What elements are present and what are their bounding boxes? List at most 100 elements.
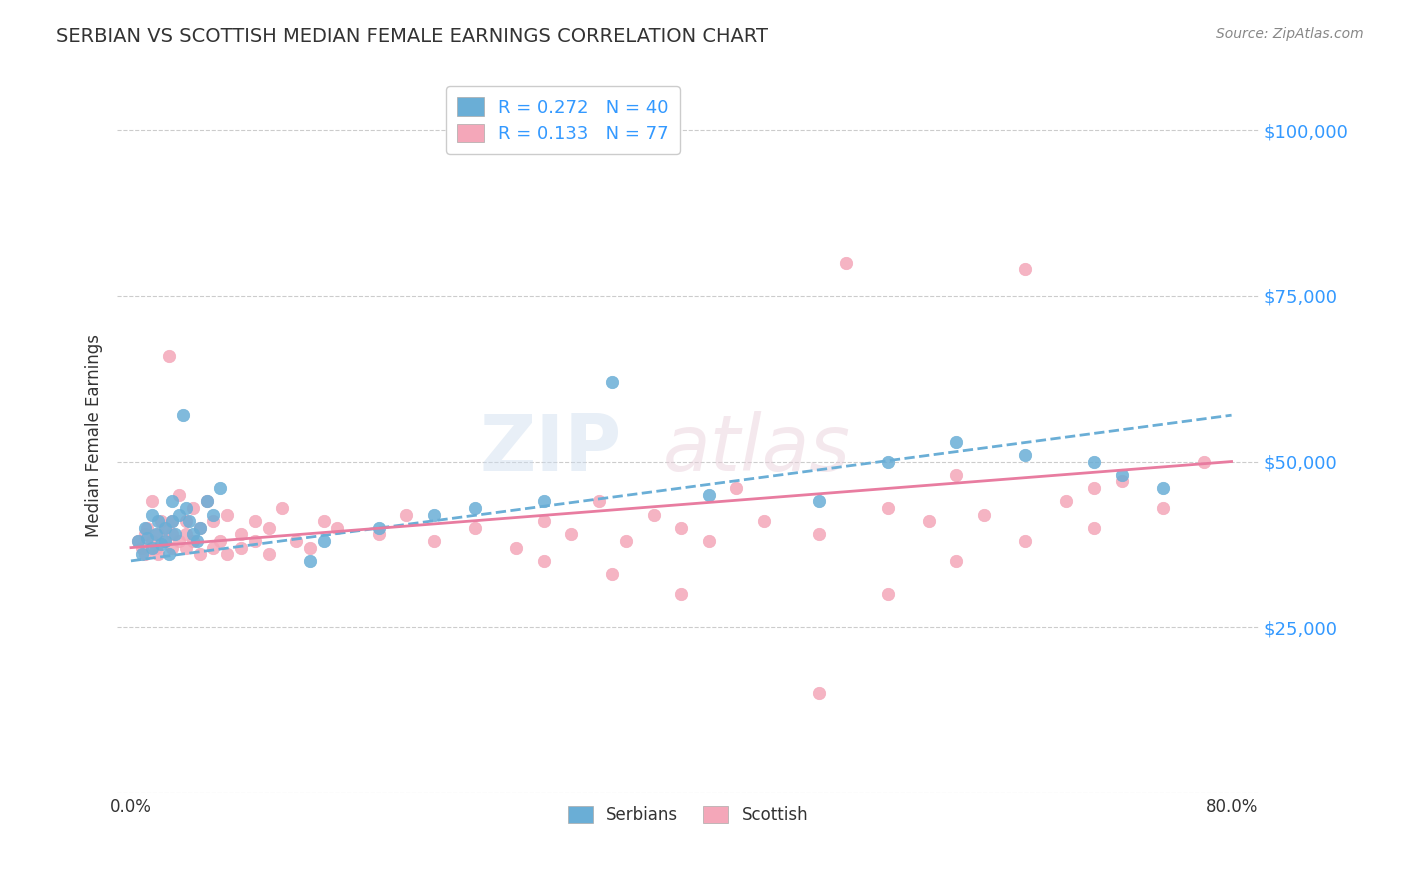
Point: [533, 514, 555, 528]
Point: [243, 514, 266, 528]
Point: [188, 521, 211, 535]
Point: [271, 500, 294, 515]
Point: [134, 521, 156, 535]
Point: [141, 541, 163, 555]
Point: [1014, 534, 1036, 549]
Point: [422, 508, 444, 522]
Point: [505, 541, 527, 555]
Point: [533, 494, 555, 508]
Text: atlas: atlas: [662, 411, 851, 487]
Point: [181, 527, 204, 541]
Point: [1014, 262, 1036, 277]
Point: [697, 534, 720, 549]
Point: [876, 500, 898, 515]
Point: [136, 521, 159, 535]
Point: [945, 467, 967, 482]
Point: [464, 521, 486, 535]
Point: [195, 494, 218, 508]
Point: [312, 514, 335, 528]
Point: [167, 534, 190, 549]
Y-axis label: Median Female Earnings: Median Female Earnings: [86, 334, 103, 537]
Point: [150, 514, 173, 528]
Point: [141, 494, 163, 508]
Point: [159, 349, 181, 363]
Point: [1083, 521, 1105, 535]
Point: [229, 541, 252, 555]
Point: [167, 508, 190, 522]
Point: [367, 527, 389, 541]
Point: [202, 508, 225, 522]
Point: [643, 508, 665, 522]
Point: [172, 408, 194, 422]
Point: [181, 500, 204, 515]
Point: [136, 531, 159, 545]
Point: [1014, 448, 1036, 462]
Point: [209, 534, 232, 549]
Point: [602, 375, 624, 389]
Point: [174, 541, 197, 555]
Point: [614, 534, 637, 549]
Legend: Serbians, Scottish: Serbians, Scottish: [558, 797, 818, 834]
Point: [1192, 454, 1215, 468]
Point: [1083, 454, 1105, 468]
Text: ZIP: ZIP: [479, 411, 623, 487]
Point: [174, 500, 197, 515]
Point: [725, 481, 748, 495]
Point: [217, 508, 239, 522]
Point: [127, 534, 149, 549]
Point: [918, 514, 941, 528]
Point: [257, 521, 280, 535]
Point: [155, 521, 177, 535]
Point: [285, 534, 308, 549]
Point: [395, 508, 418, 522]
Point: [533, 554, 555, 568]
Point: [155, 534, 177, 549]
Point: [1111, 467, 1133, 482]
Point: [145, 527, 167, 541]
Point: [422, 534, 444, 549]
Point: [973, 508, 995, 522]
Point: [671, 521, 693, 535]
Point: [217, 547, 239, 561]
Point: [155, 521, 177, 535]
Point: [588, 494, 610, 508]
Point: [195, 494, 218, 508]
Point: [1056, 494, 1078, 508]
Text: SERBIAN VS SCOTTISH MEDIAN FEMALE EARNINGS CORRELATION CHART: SERBIAN VS SCOTTISH MEDIAN FEMALE EARNIN…: [56, 27, 768, 45]
Point: [134, 547, 156, 561]
Point: [145, 541, 167, 555]
Point: [160, 514, 183, 528]
Point: [807, 686, 830, 700]
Point: [464, 500, 486, 515]
Point: [141, 508, 163, 522]
Point: [167, 488, 190, 502]
Text: Source: ZipAtlas.com: Source: ZipAtlas.com: [1216, 27, 1364, 41]
Point: [202, 514, 225, 528]
Point: [209, 481, 232, 495]
Point: [257, 547, 280, 561]
Point: [367, 521, 389, 535]
Point: [876, 587, 898, 601]
Point: [174, 527, 197, 541]
Point: [312, 534, 335, 549]
Point: [1152, 481, 1174, 495]
Point: [807, 527, 830, 541]
Point: [160, 514, 183, 528]
Point: [326, 521, 349, 535]
Point: [160, 541, 183, 555]
Point: [202, 541, 225, 555]
Point: [150, 537, 173, 551]
Point: [188, 547, 211, 561]
Point: [243, 534, 266, 549]
Point: [134, 527, 156, 541]
Point: [148, 547, 170, 561]
Point: [835, 256, 858, 270]
Point: [945, 554, 967, 568]
Point: [181, 534, 204, 549]
Point: [155, 534, 177, 549]
Point: [229, 527, 252, 541]
Point: [752, 514, 775, 528]
Point: [188, 521, 211, 535]
Point: [186, 534, 208, 549]
Point: [1152, 500, 1174, 515]
